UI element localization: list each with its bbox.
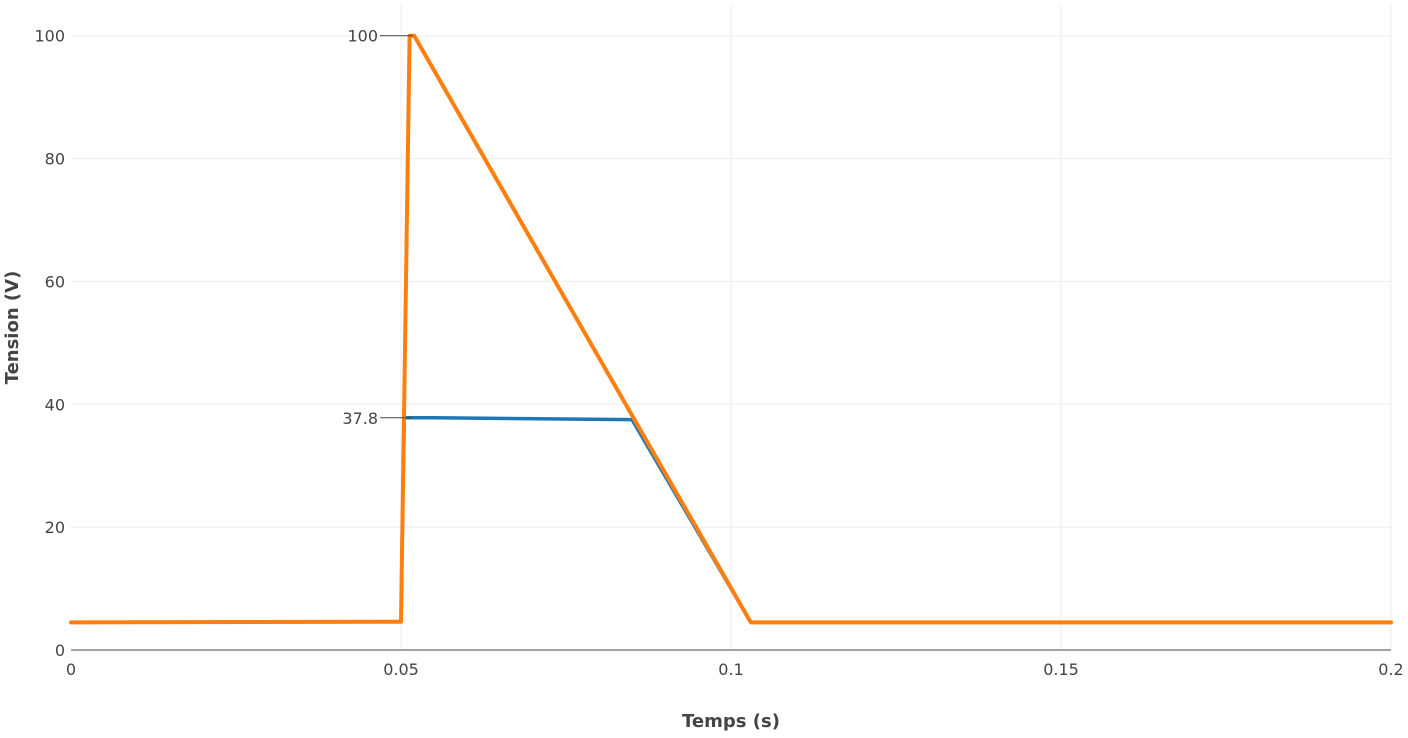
- y-tick-label: 100: [34, 27, 65, 46]
- annotation-layer: 100 37.8: [342, 27, 413, 428]
- x-axis-title: Temps (s): [682, 711, 780, 732]
- annotation-label: 37.8: [342, 409, 378, 428]
- y-tick-label: 0: [55, 641, 65, 660]
- y-tick-label: 80: [45, 150, 65, 169]
- y-axis-title: Tension (V): [2, 271, 23, 385]
- y-tick-label: 60: [45, 272, 65, 291]
- x-tick-label: 0.1: [718, 660, 743, 679]
- y-tick-label: 20: [45, 518, 65, 537]
- y-tick-label: 40: [45, 395, 65, 414]
- grid-layer: [71, 5, 1392, 650]
- x-tick-label: 0.05: [383, 660, 419, 679]
- tick-label-layer: 0 0.05 0.1 0.15 0.2 0 20 40 60 80 100: [34, 27, 1403, 679]
- x-tick-label: 0.15: [1043, 660, 1079, 679]
- x-tick-label: 0.2: [1378, 660, 1403, 679]
- x-tick-label: 0: [66, 660, 76, 679]
- annotation-label: 100: [347, 27, 378, 46]
